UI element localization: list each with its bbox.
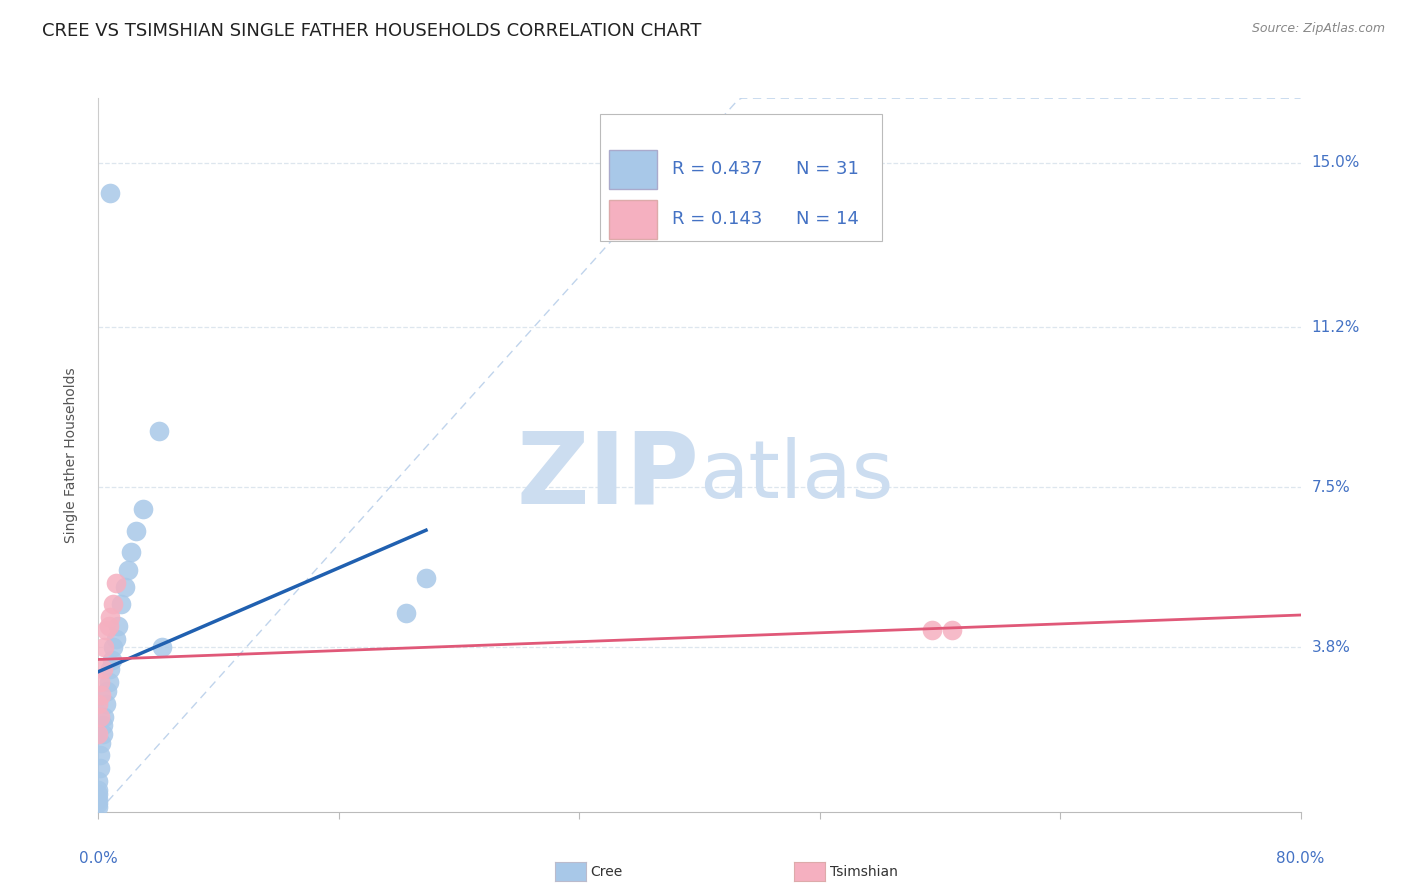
FancyBboxPatch shape (600, 114, 882, 241)
Point (93, 709, 115, 723)
Point (89, 675, 111, 690)
Text: 11.2%: 11.2% (1312, 320, 1360, 334)
Text: 7.5%: 7.5% (1312, 480, 1350, 495)
Point (90, 688, 112, 702)
Point (101, 653, 124, 667)
Y-axis label: Single Father Households: Single Father Households (63, 368, 77, 542)
Point (107, 619, 129, 633)
Point (87, 783, 110, 797)
Text: Tsimshian: Tsimshian (830, 865, 897, 880)
Point (87, 791, 110, 805)
Text: 15.0%: 15.0% (1312, 155, 1360, 170)
Point (121, 545, 143, 559)
Text: N = 14: N = 14 (796, 211, 859, 228)
Point (87, 788, 110, 802)
Point (125, 524, 148, 538)
Point (103, 597, 125, 611)
Point (110, 597, 132, 611)
Point (395, 606, 418, 620)
Text: 3.8%: 3.8% (1312, 640, 1351, 655)
Text: R = 0.437: R = 0.437 (672, 161, 762, 178)
Point (415, 571, 437, 585)
Point (89, 748, 111, 763)
Point (921, 623, 943, 637)
Bar (609, 200, 658, 239)
Point (100, 610, 122, 624)
Point (93, 640, 115, 655)
Text: R = 0.143: R = 0.143 (672, 211, 762, 228)
Point (97, 675, 120, 690)
Point (94, 623, 117, 637)
Point (87, 774, 110, 789)
Point (89, 762, 111, 776)
Point (96, 683, 118, 698)
Point (87, 727, 110, 741)
Text: 80.0%: 80.0% (1277, 851, 1324, 865)
Point (148, 424, 170, 438)
Text: ZIP: ZIP (516, 428, 699, 524)
Point (91, 727, 114, 741)
Point (91, 718, 114, 732)
Text: 0.0%: 0.0% (79, 851, 118, 865)
Point (105, 575, 128, 590)
Text: N = 31: N = 31 (796, 161, 859, 178)
Point (87, 697, 110, 711)
Point (150, 640, 173, 655)
Point (97, 619, 120, 633)
Text: Source: ZipAtlas.com: Source: ZipAtlas.com (1251, 22, 1385, 36)
Bar (609, 150, 658, 189)
Point (117, 562, 139, 576)
Point (90, 735, 112, 749)
Point (105, 632, 128, 646)
Point (94, 697, 117, 711)
Point (100, 186, 122, 201)
Point (100, 662, 122, 676)
Point (91, 662, 114, 676)
Text: Cree: Cree (591, 865, 623, 880)
Text: CREE VS TSIMSHIAN SINGLE FATHER HOUSEHOLDS CORRELATION CHART: CREE VS TSIMSHIAN SINGLE FATHER HOUSEHOL… (42, 22, 702, 40)
Point (87, 796, 110, 810)
Text: atlas: atlas (699, 437, 894, 516)
Point (87, 800, 110, 814)
Point (132, 502, 155, 516)
Point (114, 580, 136, 594)
Point (103, 640, 125, 655)
Point (89, 709, 111, 723)
Point (941, 623, 963, 637)
